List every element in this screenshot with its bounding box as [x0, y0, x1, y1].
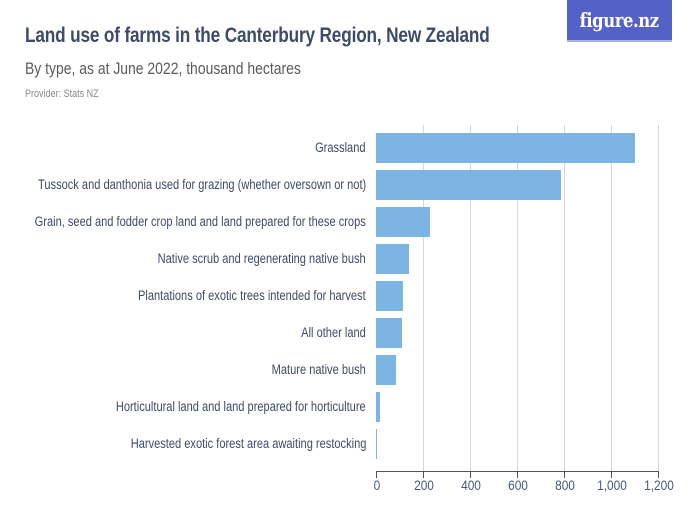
axis-tick	[517, 471, 518, 478]
bar[interactable]	[376, 244, 409, 274]
x-tick-label: 1,000	[596, 477, 627, 493]
gridline	[658, 125, 659, 472]
x-tick-label: 600	[507, 477, 528, 493]
bar[interactable]	[376, 133, 635, 163]
bar[interactable]	[376, 355, 396, 385]
x-tick-label: 400	[460, 477, 481, 493]
axis-tick	[376, 471, 377, 478]
category-label: Harvested exotic forest area awaiting re…	[130, 436, 366, 451]
gridline	[423, 125, 424, 472]
axis-tick	[658, 471, 659, 478]
chart-subtitle: By type, as at June 2022, thousand hecta…	[25, 59, 301, 78]
x-tick-label: 200	[413, 477, 434, 493]
figure-nz-logo[interactable]: figure.nz	[567, 0, 672, 42]
bar[interactable]	[376, 207, 431, 237]
bar[interactable]	[376, 170, 562, 200]
x-axis-line	[376, 471, 659, 472]
category-label: Grain, seed and fodder crop land and lan…	[34, 214, 366, 229]
bar[interactable]	[376, 318, 402, 348]
category-label: Tussock and danthonia used for grazing (…	[37, 177, 366, 192]
gridline	[517, 125, 518, 472]
bar[interactable]	[376, 281, 403, 311]
category-label: All other land	[301, 325, 366, 340]
x-tick-label: 1,200	[643, 477, 674, 493]
axis-tick	[564, 471, 565, 478]
gridline	[564, 125, 565, 472]
gridline	[470, 125, 471, 472]
bar[interactable]	[376, 429, 377, 459]
category-label: Mature native bush	[271, 362, 366, 377]
x-tick-label: 800	[554, 477, 575, 493]
chart-title: Land use of farms in the Canterbury Regi…	[25, 24, 490, 47]
category-label: Plantations of exotic trees intended for…	[138, 288, 366, 303]
data-provider: Provider: Stats NZ	[25, 88, 99, 100]
x-tick-label: 0	[373, 477, 380, 493]
category-label: Horticultural land and land prepared for…	[116, 399, 366, 414]
axis-tick	[423, 471, 424, 478]
gridline	[611, 125, 612, 472]
bar[interactable]	[376, 392, 380, 422]
category-label: Native scrub and regenerating native bus…	[157, 251, 366, 266]
axis-tick	[470, 471, 471, 478]
axis-tick	[611, 471, 612, 478]
category-label: Grassland	[315, 140, 366, 155]
logo-text: figure.nz	[579, 8, 659, 32]
